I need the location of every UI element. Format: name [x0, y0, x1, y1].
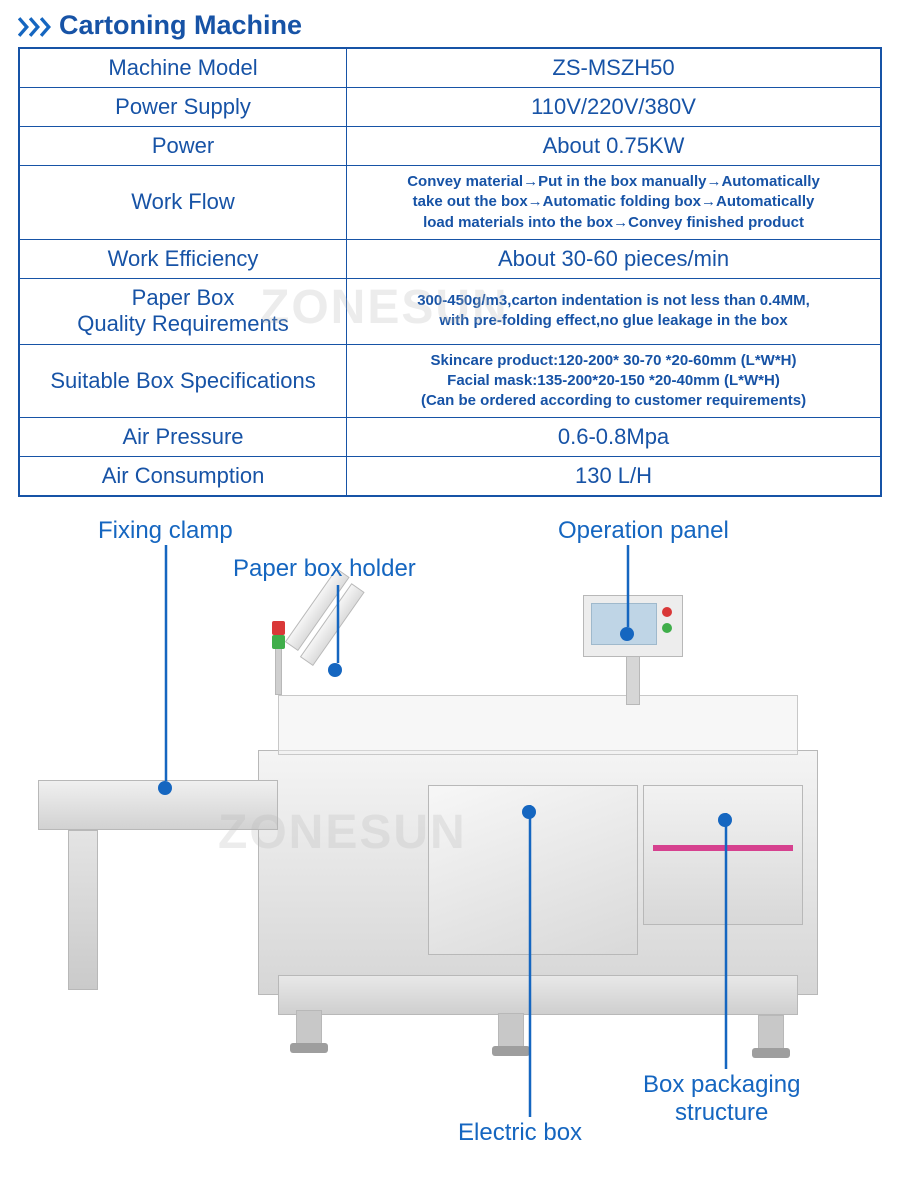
table-row: PowerAbout 0.75KW [19, 127, 881, 166]
machine-conveyor-support [68, 830, 98, 990]
machine-guard [278, 695, 798, 755]
spec-value: About 0.75KW [347, 127, 881, 166]
table-row: Work FlowConvey material→Put in the box … [19, 166, 881, 240]
spec-value: 130 L/H [347, 457, 881, 497]
spec-label: Machine Model [19, 48, 347, 88]
signal-tower-red [272, 621, 285, 635]
machine-leg [758, 1015, 784, 1051]
chevron-right-icon [40, 16, 51, 36]
spec-table: Machine ModelZS-MSZH50Power Supply110V/2… [18, 47, 882, 497]
machine-foot [492, 1046, 530, 1056]
machine-leg [296, 1010, 322, 1046]
table-row: Machine ModelZS-MSZH50 [19, 48, 881, 88]
machine-diagram: ZONESUN Fixing clampPaper box holder Oper… [18, 515, 882, 1155]
spec-value: 0.6-0.8Mpa [347, 418, 881, 457]
spec-label: Paper BoxQuality Requirements [19, 278, 347, 344]
signal-tower-green [272, 635, 285, 649]
spec-label: Power Supply [19, 88, 347, 127]
chevron-right-icon [29, 16, 40, 36]
callout-paper-box-holder: Paper box holder [233, 555, 416, 583]
spec-label: Air Consumption [19, 457, 347, 497]
table-row: Air Consumption130 L/H [19, 457, 881, 497]
box-packaging-section [643, 785, 803, 925]
table-row: Paper BoxQuality Requirements300-450g/m3… [19, 278, 881, 344]
spec-label: Power [19, 127, 347, 166]
spec-value: Convey material→Put in the box manually→… [347, 166, 881, 240]
spec-value: About 30-60 pieces/min [347, 239, 881, 278]
chevron-right-icon [18, 16, 29, 36]
machine-illustration: ZONESUN [38, 655, 858, 1055]
callout-fixing-clamp: Fixing clamp [98, 517, 233, 545]
box-packaging-accent [653, 845, 793, 851]
machine-foot [752, 1048, 790, 1058]
table-row: Power Supply110V/220V/380V [19, 88, 881, 127]
table-row: Air Pressure0.6-0.8Mpa [19, 418, 881, 457]
machine-foot [290, 1043, 328, 1053]
callout-box-packaging-structure: Box packagingstructure [643, 1071, 800, 1126]
spec-label: Work Flow [19, 166, 347, 240]
spec-label: Work Efficiency [19, 239, 347, 278]
spec-label: Suitable Box Specifications [19, 344, 347, 418]
callout-electric-box: Electric box [458, 1119, 582, 1147]
callout-operation-panel: Operation panel [558, 517, 729, 545]
title-chevrons [18, 16, 51, 36]
spec-table-body: Machine ModelZS-MSZH50Power Supply110V/2… [19, 48, 881, 496]
spec-value: 110V/220V/380V [347, 88, 881, 127]
machine-leg [498, 1013, 524, 1049]
spec-label: Air Pressure [19, 418, 347, 457]
machine-base [278, 975, 798, 1015]
spec-value: 300-450g/m3,carton indentation is not le… [347, 278, 881, 344]
page-title: Cartoning Machine [59, 10, 302, 41]
spec-value: Skincare product:120-200* 30-70 *20-60mm… [347, 344, 881, 418]
table-row: Suitable Box SpecificationsSkincare prod… [19, 344, 881, 418]
title-row: Cartoning Machine [18, 10, 882, 41]
table-row: Work EfficiencyAbout 30-60 pieces/min [19, 239, 881, 278]
spec-value: ZS-MSZH50 [347, 48, 881, 88]
